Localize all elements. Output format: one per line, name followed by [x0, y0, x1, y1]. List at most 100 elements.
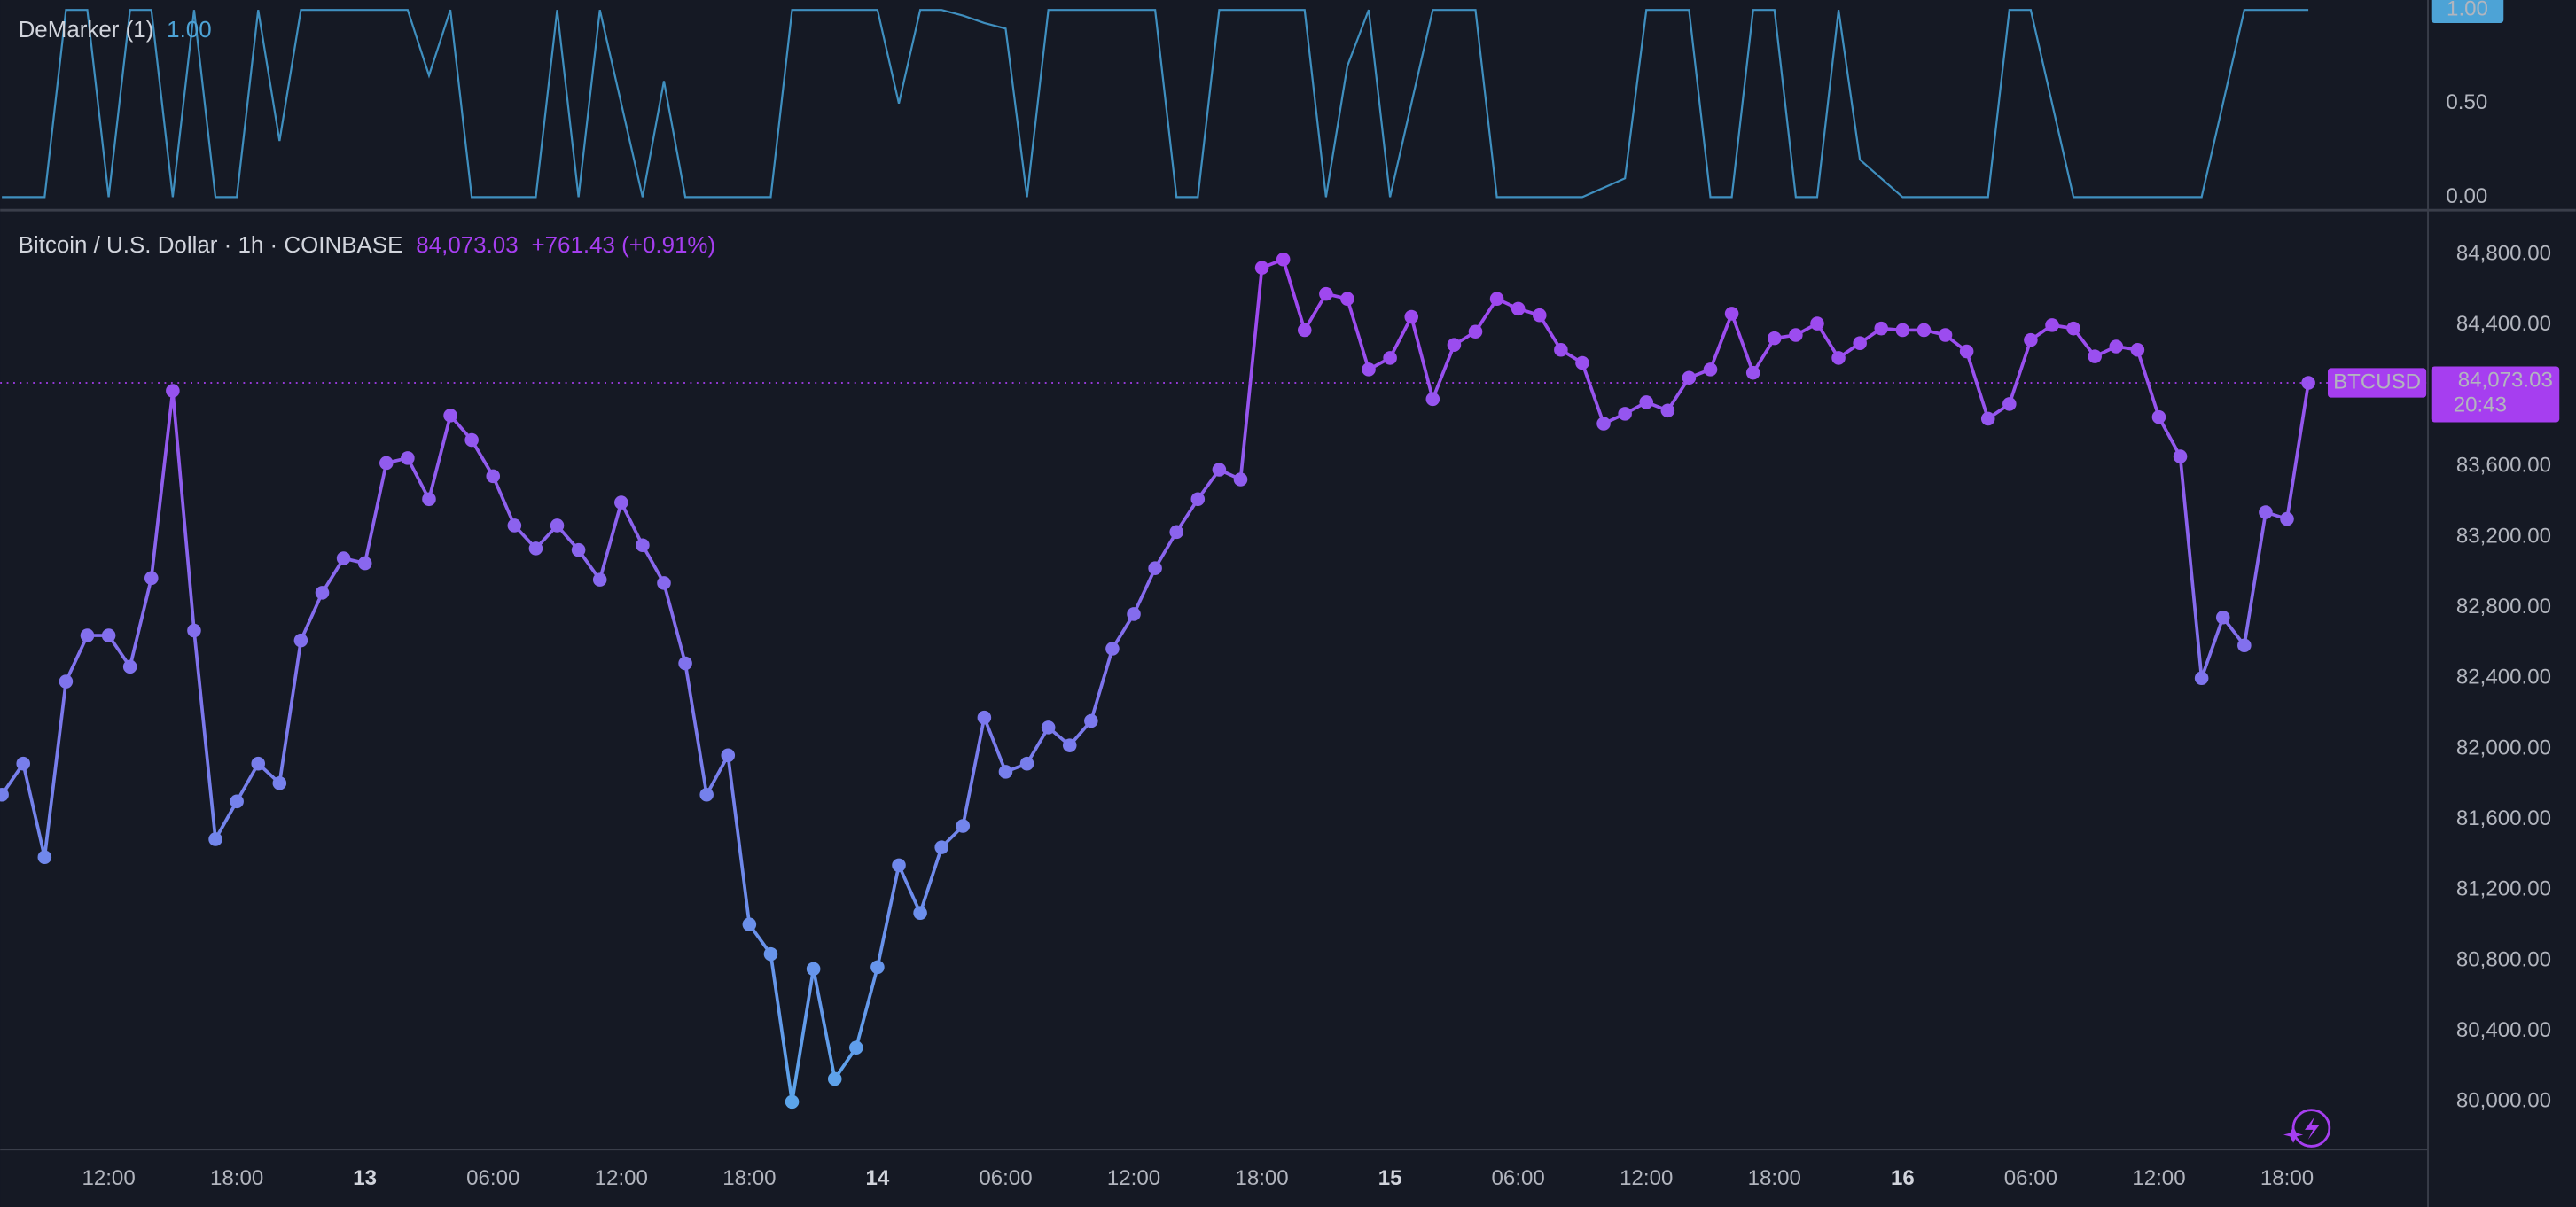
x-tick-label: 12:00 — [82, 1166, 135, 1190]
data-point — [464, 432, 479, 448]
data-point — [1212, 463, 1227, 477]
data-point — [1062, 738, 1077, 752]
data-point — [1233, 472, 1248, 487]
data-point — [251, 756, 266, 771]
data-point — [1745, 365, 1760, 380]
data-point — [16, 756, 31, 771]
data-point — [1639, 395, 1654, 409]
data-point — [998, 765, 1013, 779]
data-point — [230, 794, 244, 809]
data-point — [913, 906, 927, 920]
data-point — [2280, 511, 2294, 526]
y-tick-label: 81,200.00 — [2456, 877, 2551, 901]
x-tick-label: 06:00 — [2004, 1166, 2057, 1190]
data-point — [2066, 321, 2080, 336]
y-tick-label: 0.50 — [2446, 90, 2487, 114]
data-point — [1853, 336, 1867, 350]
data-point — [528, 541, 543, 556]
y-tick-label: 80,800.00 — [2456, 947, 2551, 971]
data-point — [1148, 561, 1162, 575]
data-point — [1895, 323, 1910, 338]
data-point — [849, 1040, 863, 1055]
data-point — [293, 633, 308, 648]
x-tick-label: 12:00 — [595, 1166, 648, 1190]
data-point — [37, 850, 52, 865]
data-point — [1938, 328, 1953, 342]
data-point — [1660, 403, 1675, 418]
data-point — [2237, 638, 2252, 653]
data-point — [1404, 309, 1419, 324]
data-point — [571, 542, 586, 557]
data-point — [80, 628, 95, 642]
indicator-value-label: 1.00 — [2447, 0, 2488, 21]
y-tick-label: 81,600.00 — [2456, 806, 2551, 830]
data-point — [977, 710, 992, 725]
data-point — [1019, 756, 1034, 771]
data-point — [1127, 607, 1141, 621]
data-point — [892, 858, 906, 873]
data-point — [1510, 301, 1526, 316]
x-tick-label: 18:00 — [722, 1166, 776, 1190]
data-point — [1916, 323, 1932, 338]
data-point — [2259, 505, 2273, 519]
data-point — [592, 572, 607, 587]
data-point — [401, 451, 415, 465]
data-point — [208, 832, 222, 846]
data-point — [1489, 292, 1504, 306]
y-tick-label: 82,000.00 — [2456, 736, 2551, 759]
data-point — [2002, 397, 2017, 411]
data-point — [699, 787, 714, 802]
data-point — [2194, 671, 2209, 686]
data-point — [1768, 331, 1782, 346]
data-point — [0, 787, 9, 802]
data-point — [721, 748, 736, 763]
indicator-title: DeMarker (1) — [19, 18, 154, 43]
y-tick-label: 82,400.00 — [2456, 666, 2551, 689]
data-point — [1190, 492, 1206, 507]
y-tick-label: 83,200.00 — [2456, 524, 2551, 548]
data-point — [2088, 349, 2102, 363]
data-point — [763, 946, 778, 962]
data-point — [486, 469, 501, 484]
data-point — [956, 819, 971, 833]
x-tick-label: 18:00 — [1235, 1166, 1288, 1190]
assistant-icon[interactable] — [2283, 1109, 2331, 1148]
data-point — [1319, 286, 1333, 301]
data-point — [806, 962, 821, 977]
data-point — [1575, 355, 1589, 370]
data-point — [1874, 321, 1889, 336]
data-point — [379, 456, 394, 471]
data-point — [1789, 328, 1803, 342]
x-tick-label: 18:00 — [2260, 1166, 2314, 1190]
data-point — [870, 960, 885, 975]
price-change: +761.43 (+0.91%) — [531, 233, 715, 258]
price-box — [2431, 366, 2560, 423]
x-tick-label: 06:00 — [1492, 1166, 1545, 1190]
data-point — [1169, 525, 1183, 540]
data-point — [636, 538, 650, 553]
countdown-label: 20:43 — [2454, 393, 2507, 417]
x-tick-label: 06:00 — [979, 1166, 1032, 1190]
data-point — [166, 384, 180, 398]
y-tick-label: 83,600.00 — [2456, 454, 2551, 478]
data-point — [1596, 417, 1611, 431]
x-tick-label: 14 — [866, 1166, 890, 1190]
x-tick-label: 16 — [1891, 1166, 1915, 1190]
data-point — [1362, 362, 1376, 377]
data-point — [1959, 344, 1974, 359]
last-price: 84,073.03 — [416, 233, 518, 258]
x-tick-label: 13 — [353, 1166, 377, 1190]
data-point — [1383, 351, 1397, 365]
data-point — [59, 674, 74, 689]
data-point — [101, 628, 116, 642]
data-point — [785, 1094, 800, 1110]
data-point — [336, 551, 351, 565]
indicator-legend: DeMarker (1) 1.00 — [19, 18, 212, 43]
y-tick-label: 84,400.00 — [2456, 312, 2551, 336]
indicator-value: 1.00 — [167, 18, 211, 43]
data-layer — [0, 9, 2429, 1110]
data-point — [1618, 407, 1632, 421]
data-point — [1532, 308, 1547, 323]
data-point — [272, 776, 287, 790]
data-point — [507, 518, 522, 533]
